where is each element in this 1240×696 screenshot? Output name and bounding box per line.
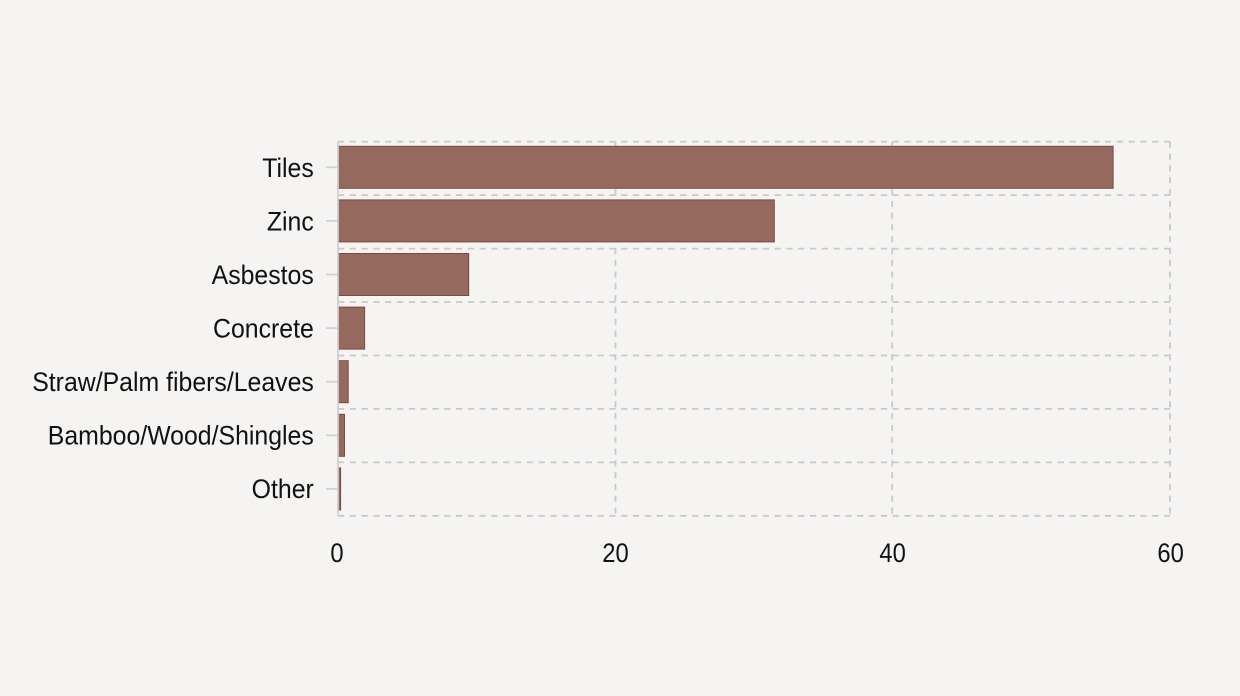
svg-text:Bamboo/Wood/Shingles: Bamboo/Wood/Shingles — [48, 422, 314, 451]
svg-text:Tiles: Tiles — [262, 154, 314, 183]
svg-text:Other: Other — [252, 475, 314, 504]
svg-text:0: 0 — [330, 539, 343, 569]
svg-text:40: 40 — [879, 539, 905, 569]
svg-text:20: 20 — [602, 539, 628, 569]
svg-text:Zinc: Zinc — [267, 208, 314, 237]
svg-text:Asbestos: Asbestos — [212, 261, 314, 290]
svg-text:Straw/Palm fibers/Leaves: Straw/Palm fibers/Leaves — [32, 368, 314, 397]
svg-text:60: 60 — [1157, 539, 1183, 569]
svg-text:Concrete: Concrete — [213, 315, 314, 344]
